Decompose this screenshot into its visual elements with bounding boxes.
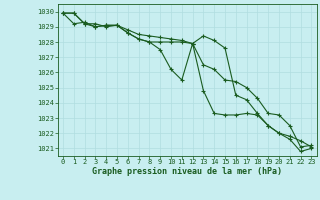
X-axis label: Graphe pression niveau de la mer (hPa): Graphe pression niveau de la mer (hPa) [92, 167, 282, 176]
